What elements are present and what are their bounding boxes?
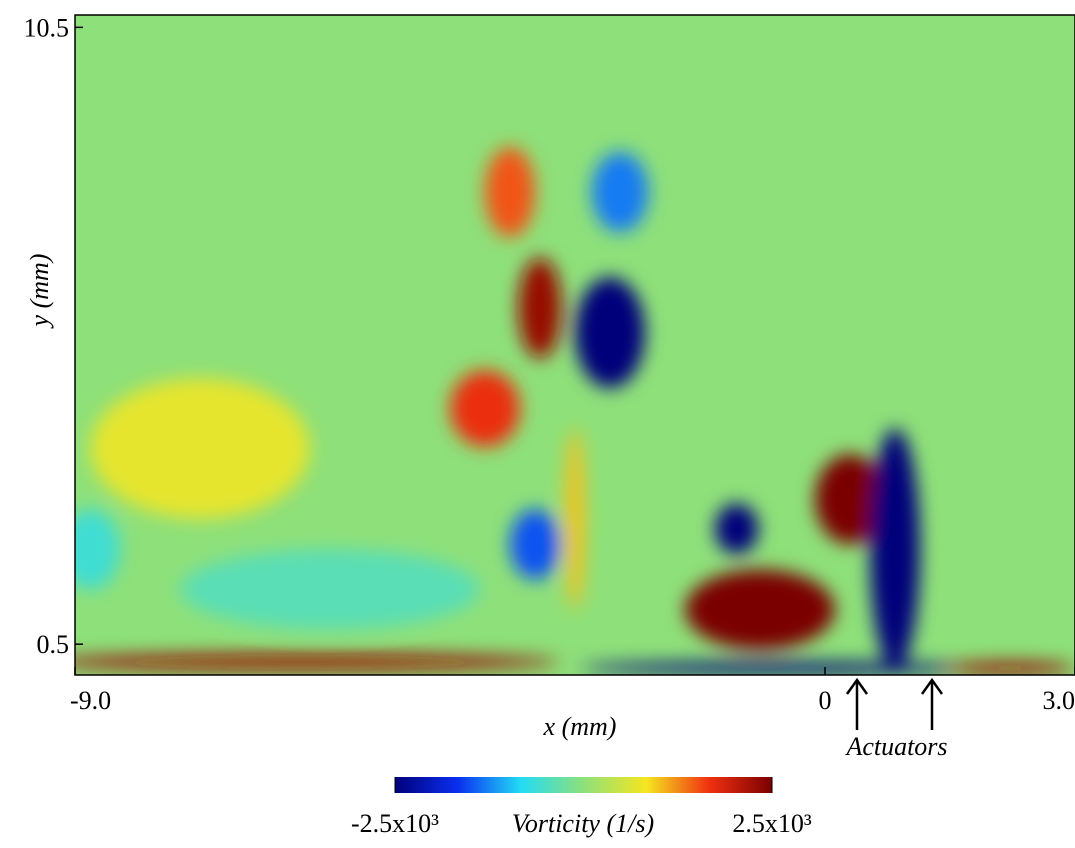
vortex <box>715 504 758 555</box>
y-tick-label: 0.5 <box>37 630 70 659</box>
colorbar-tick-label: -2.5x10³ <box>351 809 439 838</box>
x-tick-label: 3.0 <box>1043 686 1075 715</box>
colorbar-label: Vorticity (1/s) <box>512 809 654 838</box>
vortex <box>580 662 980 674</box>
y-axis-label: y (mm) <box>25 254 54 330</box>
x-tick-label: 0 <box>819 686 832 715</box>
vortex <box>180 549 480 629</box>
arrow <box>922 680 942 730</box>
x-axis-label: x (mm) <box>543 712 617 741</box>
colorbar <box>395 777 772 793</box>
colorbar-tick-label: 2.5x10³ <box>732 809 812 838</box>
actuator-arrows <box>847 680 942 730</box>
annotation: Actuators <box>844 732 947 761</box>
vortex <box>870 428 920 670</box>
x-tick-label: -9.0 <box>70 686 111 715</box>
vortex <box>592 152 649 232</box>
vortex <box>60 509 120 589</box>
y-tick-label: 10.5 <box>24 13 70 42</box>
vortex <box>685 570 835 650</box>
vortex <box>90 378 310 519</box>
vortex <box>565 428 585 609</box>
vortex <box>450 370 520 446</box>
arrow <box>847 680 867 730</box>
vortex <box>945 662 1075 674</box>
vortex <box>518 257 561 358</box>
vortex <box>575 277 645 388</box>
vortex <box>40 654 560 670</box>
vortex <box>485 147 535 237</box>
vortex <box>510 509 560 579</box>
